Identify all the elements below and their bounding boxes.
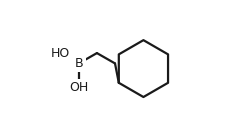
- Text: HO: HO: [51, 47, 70, 60]
- Text: B: B: [74, 57, 83, 70]
- Text: OH: OH: [69, 81, 88, 95]
